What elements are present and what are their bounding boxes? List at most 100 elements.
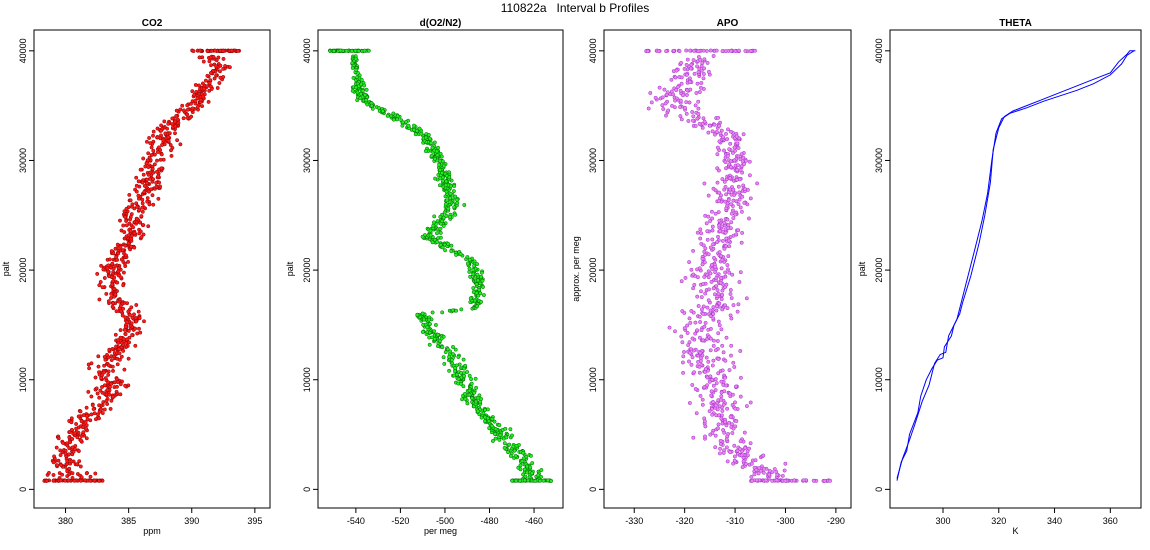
apo-data-point [736,154,741,159]
o2n2-data-point [513,453,518,458]
co2-data-point [89,412,94,417]
co2-data-point [100,390,105,395]
o2n2-data-point [498,433,503,437]
apo-data-point [701,282,706,287]
co2-data-point [51,460,56,465]
o2n2-data-point [391,117,396,122]
apo-data-point [706,327,711,332]
o2n2-panel: d(O2/N2) -540 -520 -500 -480 -460 0 10000 20000 3… [285,18,564,536]
o2n2-data-point [467,269,472,274]
co2-y-tick-label: 30000 [18,148,28,173]
o2n2-data-point [438,226,443,231]
apo-data-point [721,350,726,355]
apo-data-point [731,461,736,466]
o2n2-data-point [358,96,363,101]
co2-data-point [84,426,88,431]
co2-data-point [130,202,135,207]
apo-data-point [724,192,729,197]
o2n2-data-point [350,65,355,70]
apo-data-point [679,334,684,339]
apo-data-point [711,242,716,247]
apo-data-point [716,331,721,336]
co2-data-point [160,143,164,147]
apo-data-point [732,145,737,150]
co2-data-point [132,231,137,236]
o2n2-data-point [508,427,513,432]
apo-data-point [689,362,694,367]
theta-y-tick-label: 10000 [874,367,884,392]
o2n2-data-point [453,347,458,352]
co2-data-point [79,419,84,424]
apo-data-point [717,218,722,223]
co2-data-point [150,166,155,171]
co2-data-point [113,332,118,337]
co2-data-point [209,63,213,68]
apo-data-point [748,196,753,201]
co2-data-point [134,175,139,180]
apo-data-point [702,181,707,186]
apo-data-point [689,347,694,352]
co2-data-point [209,48,214,53]
o2n2-data-point [447,214,452,219]
apo-data-point [716,371,721,376]
apo-data-point [693,331,698,336]
o2n2-data-point [473,376,478,381]
co2-data-point [163,131,168,136]
apo-data-point [709,389,714,394]
apo-data-point [678,88,683,93]
apo-data-point [721,450,726,455]
co2-data-point [132,312,136,317]
o2n2-data-point [526,478,531,483]
co2-data-point [94,386,99,391]
apo-data-point [713,211,718,216]
co2-data-point [106,372,111,377]
apo-data-point [735,168,740,173]
o2n2-data-point [529,453,533,458]
co2-data-point [76,414,81,419]
co2-data-point [112,287,117,291]
apo-data-point [729,316,734,321]
co2-data-point [117,357,122,362]
apo-data-point [695,275,700,280]
apo-data-point [736,302,741,307]
apo-data-point [730,150,735,155]
apo-data-point [743,48,748,53]
o2n2-data-point [461,384,466,389]
o2n2-data-point [525,470,530,475]
apo-data-point [705,60,710,65]
o2n2-data-point [439,154,444,159]
apo-data-point [741,132,746,137]
co2-data-point [95,391,100,396]
apo-data-point [702,274,707,279]
apo-data-point [715,166,720,171]
apo-data-point [677,75,682,79]
apo-data-point [723,358,728,363]
apo-data-point [735,448,740,453]
co2-data-point [115,384,119,389]
co2-data-point [143,164,148,169]
apo-data-point [741,459,746,464]
co2-data-point [156,196,161,201]
apo-data-point [724,131,728,136]
co2-data-point [87,366,92,371]
co2-data-point [185,112,190,117]
apo-data-point [720,257,725,262]
co2-data-point [121,283,126,288]
co2-data-point [208,55,213,60]
co2-data-point [181,116,186,121]
apo-data-point [708,48,713,53]
apo-data-point [687,80,692,85]
co2-data-point [170,122,175,127]
theta-panel-title: THETA [999,18,1032,29]
apo-data-point [727,162,732,167]
o2n2-data-point [458,252,463,257]
co2-data-point [124,223,129,228]
apo-data-point [683,105,687,110]
o2n2-data-point [467,388,472,393]
apo-data-point [728,159,733,164]
apo-data-point [680,340,685,345]
co2-data-point [99,407,104,412]
apo-data-point [684,72,689,77]
o2n2-data-point [442,210,447,215]
co2-data-point [69,416,74,421]
